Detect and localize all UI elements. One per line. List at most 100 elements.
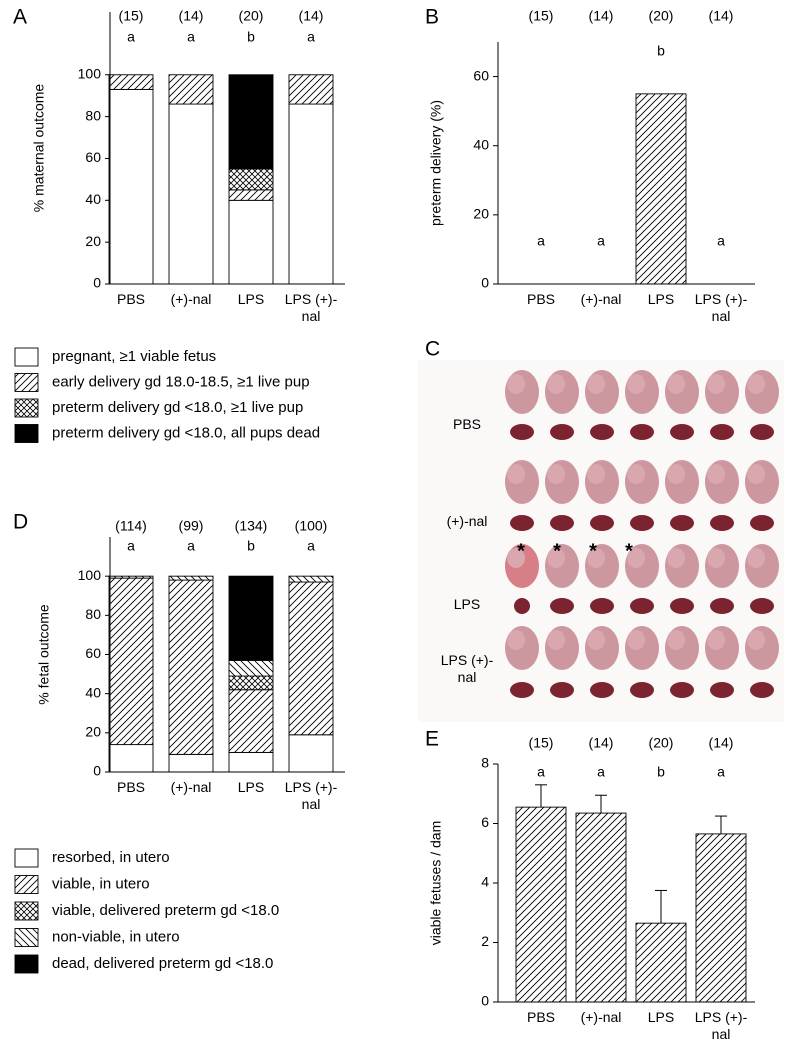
placenta-image: [670, 515, 694, 531]
x-tick-label: LPS (+)-nal: [694, 1009, 748, 1042]
y-tick-label: 100: [78, 65, 102, 81]
bar: [695, 833, 747, 1003]
fetus-head: [547, 548, 565, 568]
legend-swatch: [14, 901, 39, 921]
panel-label: A: [13, 6, 27, 29]
x-tick-label-box: PBS: [527, 1009, 555, 1025]
fetus-head: [667, 548, 685, 568]
y-tick-label: 40: [473, 136, 489, 152]
legend-swatch: [14, 875, 39, 894]
legend-label: non-viable, in utero: [52, 928, 180, 945]
fetus-head: [747, 374, 765, 394]
placenta-image: [670, 598, 694, 614]
placenta-image: [670, 424, 694, 440]
y-tick-label: 40: [85, 684, 101, 700]
placenta-image: [550, 598, 574, 614]
placenta-image: [550, 515, 574, 531]
placenta-image: [590, 598, 614, 614]
bar-segment: [228, 751, 274, 773]
x-tick-label-box: LPS: [237, 779, 265, 795]
significance-letter: b: [247, 29, 255, 45]
y-tick-label: 80: [85, 107, 101, 123]
bar: [635, 922, 687, 1003]
bar-segment: [288, 734, 334, 773]
row-label: PBS: [452, 416, 481, 432]
legend-label: early delivery gd 18.0-18.5, ≥1 live pup: [52, 373, 310, 390]
bar-segment: [228, 575, 274, 661]
significance-marker: *: [517, 540, 525, 562]
bar-segment: [228, 675, 274, 691]
fetus-head: [707, 374, 725, 394]
y-tick-label: 0: [93, 275, 101, 291]
significance-letter: a: [717, 233, 725, 249]
placenta-image: [510, 515, 534, 531]
fetus-head: [707, 630, 725, 650]
bar-segment: [168, 579, 214, 755]
fetus-head: [667, 630, 685, 650]
row-label-box: LPS: [454, 596, 480, 612]
fetus-head: [507, 630, 525, 650]
legend-label: preterm delivery gd <18.0, ≥1 live pup: [52, 399, 303, 416]
y-tick-label: 100: [78, 567, 102, 583]
bar-segment: [108, 577, 154, 746]
placenta-image: [750, 424, 774, 440]
legend-swatch: [14, 928, 39, 947]
y-tick-label: 8: [481, 755, 489, 771]
y-tick-label: 0: [93, 763, 101, 779]
bar-segment: [168, 74, 214, 105]
y-tick-label: 80: [85, 606, 101, 622]
fetus-head: [547, 630, 565, 650]
x-tick-label-box: LPS (+)-nal: [695, 291, 748, 324]
x-tick-label-box: PBS: [116, 291, 145, 307]
y-tick-label: 60: [85, 149, 101, 165]
bar-segment: [228, 74, 274, 170]
bar-segment: [288, 103, 334, 285]
placenta-image: [630, 515, 654, 531]
significance-marker: *: [625, 540, 633, 562]
fetus-head: [587, 630, 605, 650]
legend-label: resorbed, in utero: [52, 849, 170, 866]
x-tick-label-box: PBS: [527, 291, 555, 307]
placenta-image: [670, 682, 694, 698]
legend-swatch: [14, 954, 39, 974]
bar: [575, 812, 627, 1003]
legend-swatch: [14, 848, 39, 868]
placenta-image: [750, 682, 774, 698]
bar-segment: [228, 689, 274, 753]
x-tick-label: PBS: [116, 779, 145, 795]
x-tick-label-box: (+)-nal: [580, 1009, 622, 1025]
bar-segment: [228, 168, 274, 191]
placenta-image: [590, 424, 614, 440]
bar-segment: [228, 189, 274, 201]
n-label: (134): [235, 518, 268, 534]
n-label: (15): [119, 8, 144, 24]
bar-segment: [108, 74, 154, 90]
x-tick-label: PBS: [116, 291, 145, 307]
fetus-head: [667, 374, 685, 394]
placenta-image: [750, 515, 774, 531]
placenta-image: [710, 682, 734, 698]
bar: [635, 93, 687, 285]
y-tick-label: 40: [85, 191, 101, 207]
fetus-head: [507, 374, 525, 394]
x-tick-label: LPS: [237, 779, 265, 795]
placenta-image: [710, 515, 734, 531]
x-tick-label-box: (+)-nal: [581, 291, 622, 307]
fetus-head: [627, 548, 645, 568]
x-tick-label: (+)-nal: [580, 1009, 622, 1025]
significance-letter: a: [187, 538, 195, 554]
x-tick-label: LPS: [237, 291, 265, 307]
placenta-image: [514, 598, 530, 614]
significance-letter: a: [127, 29, 135, 45]
n-label: (14): [709, 8, 734, 24]
fetus-head: [627, 374, 645, 394]
panel-label: D: [13, 511, 28, 534]
placenta-image: [510, 424, 534, 440]
x-tick-label-box: LPS (+)-nal: [694, 1009, 748, 1042]
significance-letter: b: [657, 764, 665, 780]
significance-marker: *: [553, 540, 561, 562]
y-axis-label: % maternal outcome: [31, 84, 47, 213]
placenta-image: [630, 424, 654, 440]
x-tick-label-box: (+)-nal: [171, 291, 212, 307]
y-tick-label: 60: [85, 645, 101, 661]
